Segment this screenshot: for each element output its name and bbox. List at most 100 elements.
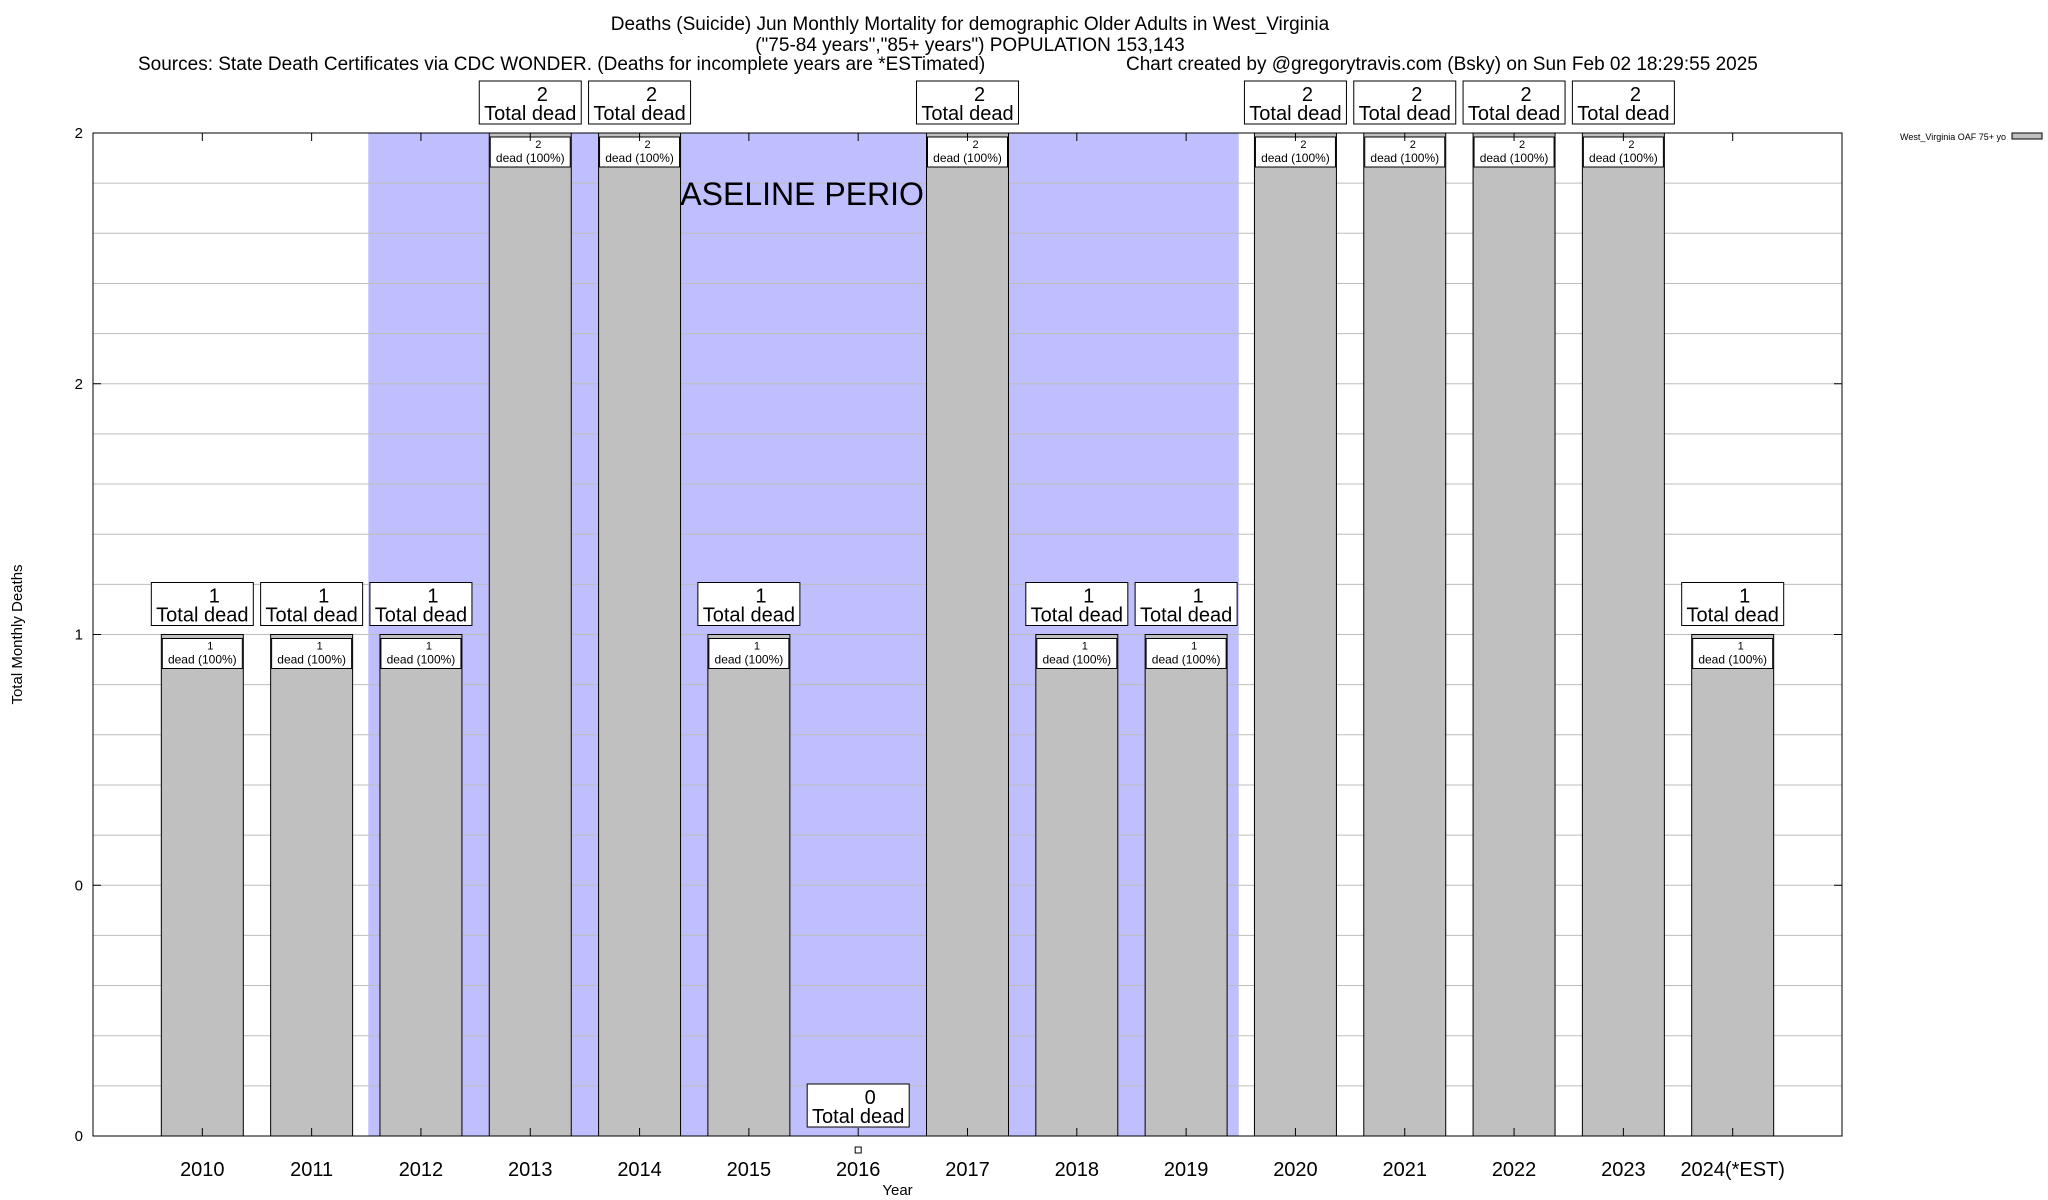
chart-title-line-2: ("75-84 years","85+ years") POPULATION 1… — [755, 35, 1185, 56]
total-label-text: Total dead — [375, 605, 467, 627]
bar-label-box — [161, 638, 243, 669]
bar — [379, 634, 463, 1137]
bar-label-value: 1 — [754, 641, 760, 653]
x-tick-label: 2016 — [836, 1159, 881, 1181]
bar-label-value: 1 — [1738, 641, 1744, 653]
bar-label-box — [1692, 638, 1774, 669]
bar-label-box — [1036, 638, 1118, 669]
bar — [160, 634, 244, 1137]
total-label-text: Total dead — [1359, 103, 1451, 125]
chart-credit: Chart created by @gregorytravis.com (Bsk… — [1126, 54, 1758, 75]
zero-marker — [854, 1146, 862, 1154]
bar-label-text: dead (100%) — [933, 151, 1002, 165]
total-label-text: Total dead — [1687, 605, 1779, 627]
total-label-value: 1 — [209, 586, 220, 608]
bar-label-value: 1 — [207, 641, 213, 653]
bar-label-value: 1 — [317, 641, 323, 653]
bar — [1363, 132, 1447, 1137]
total-label-text: Total dead — [1577, 103, 1669, 125]
x-tick-label: 2021 — [1383, 1159, 1428, 1181]
x-tick-label: 2022 — [1492, 1159, 1537, 1181]
y-tick-label: 1 — [75, 627, 83, 644]
y-tick-label: 2 — [75, 376, 83, 393]
y-tick-label: 0 — [75, 877, 83, 894]
total-label-box — [478, 80, 582, 125]
total-label-box — [1571, 80, 1675, 125]
total-label-value: 2 — [1521, 84, 1532, 106]
bar — [598, 132, 682, 1137]
total-label-box — [260, 582, 364, 626]
total-label-box — [916, 80, 1019, 125]
bar-label-text: dead (100%) — [387, 653, 456, 667]
y-tick-label: 2 — [75, 125, 83, 142]
bar-label-box — [927, 136, 1008, 168]
total-label-box — [1134, 582, 1238, 626]
total-label-value: 1 — [1739, 586, 1750, 608]
bar — [1035, 634, 1119, 1137]
bar — [707, 634, 791, 1137]
bar-label-value: 2 — [645, 139, 651, 151]
total-label-text: Total dead — [703, 605, 795, 627]
total-label-box — [1462, 80, 1566, 125]
bar-label-text: dead (100%) — [1480, 151, 1549, 165]
bar-label-value: 2 — [972, 139, 978, 151]
bar-label-box — [380, 638, 462, 669]
total-label-value: 2 — [974, 84, 985, 106]
x-tick-label: 2023 — [1601, 1159, 1646, 1181]
bar-label-text: dead (100%) — [1589, 151, 1658, 165]
x-tick-label: 2012 — [399, 1159, 444, 1181]
bar-label-value: 2 — [535, 139, 541, 151]
baseline-period-label: BASELINE PERIOD — [659, 176, 947, 212]
x-tick-label: 2017 — [945, 1159, 990, 1181]
bar-label-text: dead (100%) — [605, 151, 674, 165]
x-tick-label: 2015 — [727, 1159, 772, 1181]
total-label-text: Total dead — [265, 605, 357, 627]
bar-label-text: dead (100%) — [1698, 653, 1767, 667]
total-label-text: Total dead — [812, 1106, 904, 1128]
bar-label-box — [1254, 136, 1336, 168]
chart-title-line-1: Deaths (Suicide) Jun Monthly Mortality f… — [610, 14, 1330, 35]
x-axis-title: Year — [882, 1182, 912, 1199]
total-label-text: Total dead — [156, 605, 248, 627]
bar-label-value: 2 — [1410, 139, 1416, 151]
total-label-value: 1 — [1083, 586, 1094, 608]
bar-label-value: 1 — [1082, 641, 1088, 653]
bar-label-box — [271, 638, 353, 669]
x-tick-label: 2010 — [180, 1159, 225, 1181]
total-label-text: Total dead — [593, 103, 685, 125]
total-label-box — [1243, 80, 1347, 125]
total-label-text: Total dead — [1140, 605, 1232, 627]
total-label-text: Total dead — [1249, 103, 1341, 125]
bar — [1472, 132, 1556, 1137]
total-label-value: 1 — [1193, 586, 1204, 608]
total-label-value: 0 — [865, 1087, 876, 1109]
total-label-value: 1 — [427, 586, 438, 608]
bar — [1691, 634, 1775, 1137]
x-tick-label: 2014 — [617, 1159, 662, 1181]
total-label-box — [150, 582, 254, 626]
bar-label-text: dead (100%) — [715, 653, 784, 667]
bar-label-value: 2 — [1300, 139, 1306, 151]
total-label-value: 2 — [646, 84, 657, 106]
bar-label-value: 2 — [1519, 139, 1525, 151]
total-label-box — [1353, 80, 1457, 125]
bar — [1253, 132, 1337, 1137]
bar-label-box — [1145, 638, 1227, 669]
y-axis-title: Total Monthly Deaths — [9, 564, 26, 704]
bar-label-text: dead (100%) — [1042, 653, 1111, 667]
bar-label-value: 1 — [426, 641, 432, 653]
bar-label-text: dead (100%) — [1261, 151, 1330, 165]
bar-label-text: dead (100%) — [496, 151, 565, 165]
total-label-box — [1681, 582, 1785, 626]
total-label-text: Total dead — [921, 103, 1013, 125]
x-tick-label: 2019 — [1164, 1159, 1209, 1181]
x-tick-label: 2013 — [508, 1159, 553, 1181]
x-tick-label: 2011 — [290, 1159, 333, 1181]
total-label-box — [369, 582, 473, 626]
total-label-text: Total dead — [484, 103, 576, 125]
bar-label-box — [489, 136, 571, 168]
legend-swatch — [2011, 132, 2043, 140]
bar-label-text: dead (100%) — [277, 653, 346, 667]
x-tick-label: 2018 — [1055, 1159, 1100, 1181]
